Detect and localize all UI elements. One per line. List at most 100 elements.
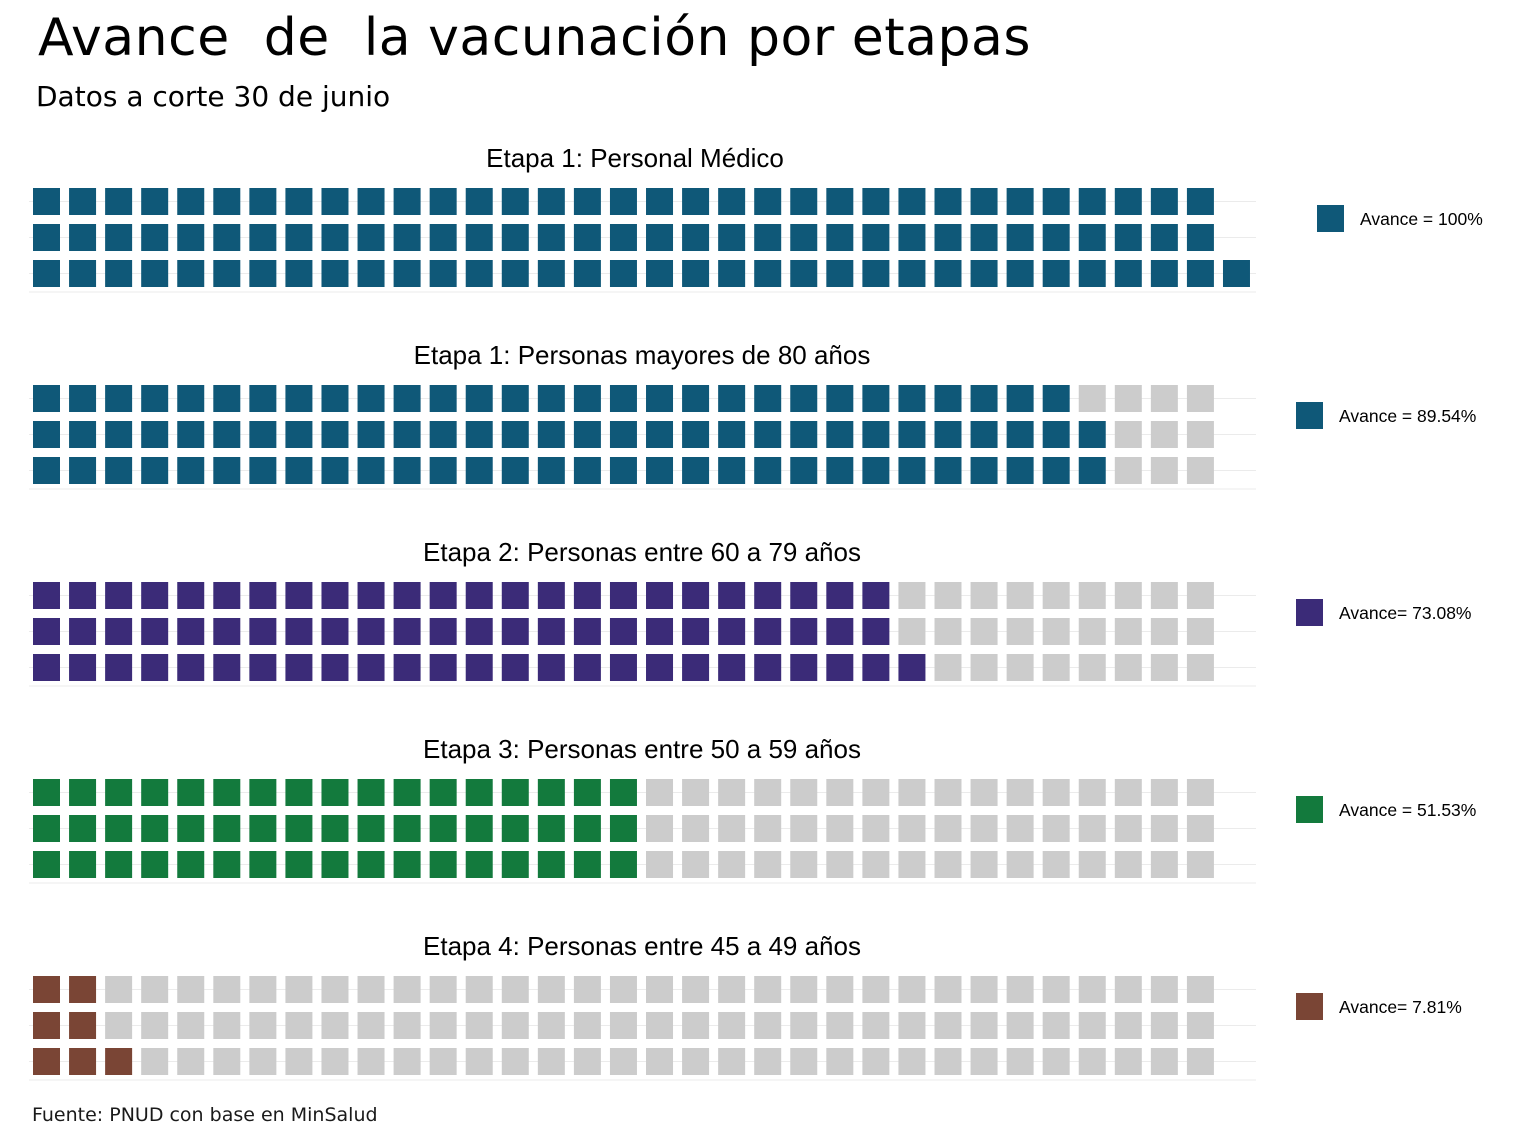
waffle-tile-filled xyxy=(790,421,818,448)
waffle-tile-empty xyxy=(537,1012,565,1039)
waffle-tile-filled xyxy=(105,779,133,806)
waffle-tile-filled xyxy=(249,654,277,681)
waffle-tile-empty xyxy=(1186,851,1214,878)
waffle-tile-empty xyxy=(970,618,998,645)
waffle-tile-filled xyxy=(754,224,782,251)
waffle-tile-filled xyxy=(1186,188,1214,215)
waffle-tile-filled xyxy=(501,260,529,287)
waffle-tile-empty xyxy=(790,779,818,806)
waffle-tile-empty xyxy=(970,815,998,842)
waffle-tile-filled xyxy=(285,457,313,484)
waffle-tile-filled xyxy=(537,654,565,681)
waffle-tile-filled xyxy=(1222,260,1250,287)
waffle-tile-filled xyxy=(429,188,457,215)
waffle-tile-empty xyxy=(862,851,890,878)
waffle-tile-filled xyxy=(1006,457,1034,484)
waffle-tile-empty xyxy=(682,779,710,806)
waffle-tile-filled xyxy=(537,815,565,842)
waffle-tile-empty xyxy=(609,976,637,1003)
waffle-tile-empty xyxy=(285,976,313,1003)
waffle-tile-empty xyxy=(1042,582,1070,609)
panel-title: Etapa 3: Personas entre 50 a 59 años xyxy=(423,734,861,764)
panel-title: Etapa 1: Personal Médico xyxy=(486,143,784,173)
page-subtitle: Datos a corte 30 de junio xyxy=(36,80,391,113)
waffle-tile-filled xyxy=(357,582,385,609)
waffle-tile-filled xyxy=(501,815,529,842)
waffle-tile-filled xyxy=(682,457,710,484)
legend-swatch xyxy=(1296,402,1323,429)
waffle-tile-filled xyxy=(429,421,457,448)
waffle-tile-empty xyxy=(826,1048,854,1075)
waffle-tile-filled xyxy=(1006,421,1034,448)
waffle-tile-filled xyxy=(69,260,97,287)
waffle-tile-empty xyxy=(357,1048,385,1075)
waffle-tile-filled xyxy=(321,224,349,251)
waffle-tile-filled xyxy=(501,582,529,609)
waffle-tile-filled xyxy=(1006,260,1034,287)
waffle-tile-filled xyxy=(573,421,601,448)
waffle-tile-filled xyxy=(537,260,565,287)
waffle-tile-filled xyxy=(1042,188,1070,215)
waffle-tile-filled xyxy=(357,851,385,878)
waffle-tile-filled xyxy=(682,582,710,609)
waffle-tile-empty xyxy=(357,1012,385,1039)
waffle-tile-filled xyxy=(213,385,241,412)
waffle-tile-filled xyxy=(537,851,565,878)
waffle-tile-filled xyxy=(177,385,205,412)
waffle-tile-filled xyxy=(33,224,60,251)
waffle-tile-empty xyxy=(718,976,746,1003)
waffle-tile-filled xyxy=(141,188,169,215)
waffle-tile-filled xyxy=(646,654,674,681)
waffle-tile-filled xyxy=(790,618,818,645)
waffle-tile-filled xyxy=(321,188,349,215)
waffle-tile-filled xyxy=(213,457,241,484)
waffle-tile-filled xyxy=(33,815,60,842)
waffle-tile-empty xyxy=(898,618,926,645)
waffle-tile-empty xyxy=(1150,851,1178,878)
waffle-tile-filled xyxy=(33,582,60,609)
waffle-tile-filled xyxy=(249,421,277,448)
waffle-tile-filled xyxy=(105,457,133,484)
waffle-tile-filled xyxy=(141,851,169,878)
waffle-tile-empty xyxy=(1114,582,1142,609)
waffle-tile-empty xyxy=(1114,779,1142,806)
waffle-tile-empty xyxy=(1150,1012,1178,1039)
waffle-tile-filled xyxy=(1150,260,1178,287)
legend-swatch xyxy=(1296,599,1323,626)
waffle-tile-empty xyxy=(790,976,818,1003)
waffle-tile-filled xyxy=(970,421,998,448)
waffle-tile-empty xyxy=(1078,618,1106,645)
waffle-tile-empty xyxy=(1078,582,1106,609)
waffle-tile-filled xyxy=(33,618,60,645)
waffle-tile-filled xyxy=(898,385,926,412)
waffle-tile-filled xyxy=(357,224,385,251)
waffle-tile-empty xyxy=(934,1012,962,1039)
waffle-tile-empty xyxy=(1150,618,1178,645)
waffle-tile-empty xyxy=(1150,779,1178,806)
waffle-tile-filled xyxy=(609,260,637,287)
waffle-tile-filled xyxy=(682,260,710,287)
waffle-tile-filled xyxy=(177,618,205,645)
waffle-tile-filled xyxy=(213,654,241,681)
waffle-tile-empty xyxy=(1006,1048,1034,1075)
waffle-tile-empty xyxy=(934,779,962,806)
waffle-tile-filled xyxy=(537,421,565,448)
waffle-tile-filled xyxy=(177,421,205,448)
waffle-tile-empty xyxy=(1042,976,1070,1003)
waffle-tile-filled xyxy=(718,385,746,412)
waffle-tile-filled xyxy=(105,385,133,412)
waffle-tile-filled xyxy=(69,421,97,448)
waffle-tile-filled xyxy=(213,779,241,806)
waffle-tile-empty xyxy=(934,618,962,645)
waffle-tile-filled xyxy=(609,815,637,842)
waffle-tile-empty xyxy=(1114,1012,1142,1039)
waffle-tile-filled xyxy=(465,224,493,251)
waffle-tile-filled xyxy=(357,779,385,806)
waffle-tile-empty xyxy=(1186,421,1214,448)
waffle-tile-filled xyxy=(1078,224,1106,251)
waffle-tile-empty xyxy=(285,1012,313,1039)
waffle-tile-empty xyxy=(898,779,926,806)
waffle-tile-filled xyxy=(141,618,169,645)
waffle-tile-filled xyxy=(249,224,277,251)
legend-swatch xyxy=(1296,993,1323,1020)
